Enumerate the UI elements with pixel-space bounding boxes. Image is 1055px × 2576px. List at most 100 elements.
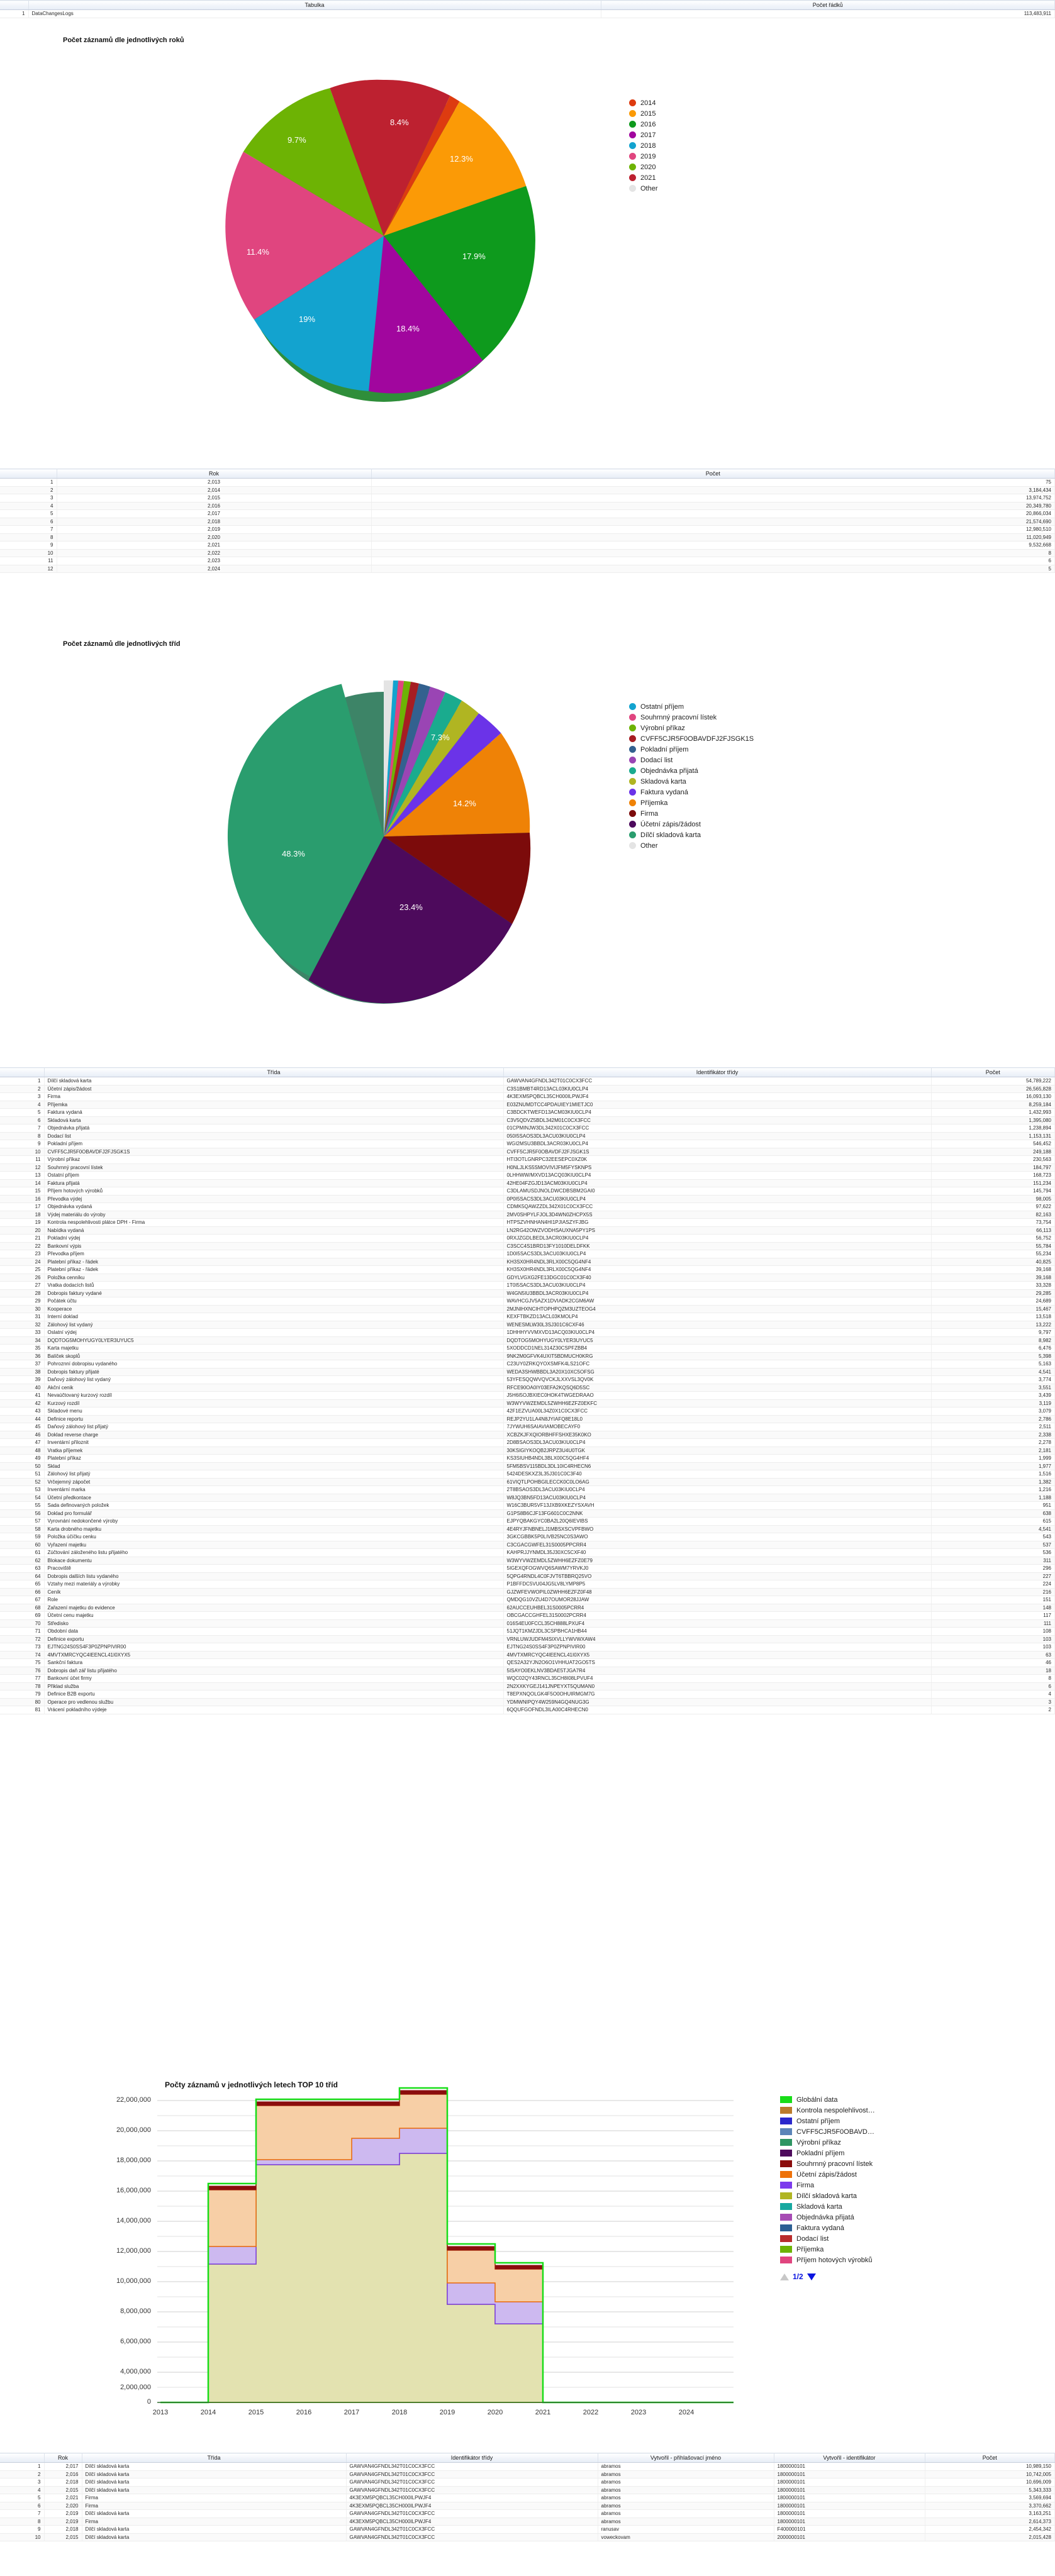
table-row[interactable]: 27 Vratka dodacích listů 1T0I5SACS3DL3ACU0… [0,1281,1055,1290]
legend-item[interactable]: 2015 [629,108,658,119]
legend-item[interactable]: CVFF5CJR5F0OBAVDFJ2FJSGK1S [629,733,754,744]
col-blank[interactable] [0,1067,45,1077]
table-row[interactable]: 9 2,018 Dílčí skladová karta GAWVAN4GFNDL34… [0,2525,1055,2534]
table-row[interactable]: 65 Vztahy mezi materiály a výrobky P1BFFDC… [0,1580,1055,1589]
table-row[interactable]: 3 2,015 13,974,752 [0,494,1055,502]
table-row[interactable]: 37 Pohroznní dobropisu vydaného C23UY0ZRKQ… [0,1360,1055,1368]
table-row[interactable]: 1 Dílčí skladová karta GAWVAN4GFNDL342T01C… [0,1077,1055,1085]
legend-item[interactable]: Pokladní příjem [629,744,754,755]
legend-item[interactable]: Účetní zápis/žádost [780,2169,875,2180]
legend-item[interactable]: Faktura vydaná [780,2223,875,2233]
table-row[interactable]: 47 Inventární přiloznit 2D8BSAOS3DL3ACU03K… [0,1438,1055,1447]
table-row[interactable]: 36 Balíček skoplů 9NK2M0GFVK4UXIT5BDMUCH0K… [0,1352,1055,1360]
table-row[interactable]: 39 Daňový zálohový list vydaný 53YFESQQWVQ… [0,1375,1055,1384]
table-row[interactable]: 81 Vrácení pokladního výdeje 6QQUFGOFNDL3I… [0,1706,1055,1714]
table-row[interactable]: 4 2,015 Dílčí skladová karta GAWVAN4GFNDL34… [0,2486,1055,2494]
col-blank[interactable] [0,469,57,479]
table-row[interactable]: 10 2,015 Dílčí skladová karta GAWVAN4GFNDL3… [0,2533,1055,2541]
col-vytvoril-identifikator[interactable]: Vytvořil - identifikátor [774,2453,925,2463]
pager-down-icon[interactable] [807,2273,816,2280]
legend-item[interactable]: Globální data [780,2094,875,2105]
legend-item[interactable]: Skladová karta [780,2201,875,2212]
table-row[interactable]: 12 2,024 5 [0,565,1055,573]
legend-item[interactable]: 2016 [629,119,658,130]
table-row[interactable]: 31 Interní doklad KEXFTBKZD13ACL03KMOLP4 13… [0,1313,1055,1321]
table-row[interactable]: 53 Inventární marka 2T8BSAOS3DL3ACU03KIU0C… [0,1485,1055,1494]
table-row[interactable]: 74 4MVTXMRCYQC4IEENCL41I0XYX5 4MVTXMRCYQC4… [0,1651,1055,1659]
legend-item[interactable]: Účetní zápis/žádost [629,819,754,830]
legend-item[interactable]: Výrobní příkaz [629,723,754,733]
table-row[interactable]: 2 2,016 Dílčí skladová karta GAWVAN4GFNDL34… [0,2470,1055,2479]
table-row[interactable]: 6 Skladová karta C3V5QDVZ5BDL342M01C0CX3FC… [0,1116,1055,1124]
table-row[interactable]: 13 Ostatní příjem 0LHHWW/MXVD13ACQ03KIU0CL… [0,1171,1055,1180]
table-row[interactable]: 50 Sklad 5FM5BSV115BDL3DL10IC4RHECN6 1,977 [0,1462,1055,1470]
table-row[interactable]: 40 Akční cenik RFCE90OA0IY03EFA2KQSQ6D5SC 3… [0,1384,1055,1392]
legend-item[interactable]: 2018 [629,140,658,151]
table-row[interactable]: 25 Platební příkaz - řádek KH3SX0HR4NDL3RL… [0,1265,1055,1274]
table-row[interactable]: 42 Kurzový rozdíl W3WYVWZEMDL5ZWHH6EZFZ0EK… [0,1399,1055,1407]
table-row[interactable]: 58 Karta drobného majetku 4E4RYJFNBNELJ1MB… [0,1525,1055,1533]
legend-item[interactable]: Dodací list [780,2233,875,2244]
legend-item[interactable]: Ostatní příjem [780,2116,875,2126]
col-tabulka[interactable]: Tabulka [28,0,601,10]
table-row[interactable]: 44 Definice reportu REJP2YU1LA4N8JYIAFQ8E1… [0,1415,1055,1423]
table-row[interactable]: 9 2,021 9,532,668 [0,541,1055,550]
table-row[interactable]: 4 2,016 20,349,780 [0,502,1055,510]
legend-item[interactable]: 2014 [629,97,658,108]
legend-item[interactable]: Objednávka přijatá [629,765,754,776]
table-row[interactable]: 4 Příjemka E03ZNUMDTCC4PDAUIEY1MIETJC0 8,25… [0,1101,1055,1109]
table-row[interactable]: 52 Vrčejemný zápočet 61VIQTLPOHBGILECCK0C0… [0,1478,1055,1486]
table-row[interactable]: 59 Položka účíčku cenku 3GKCGBBK5P0LIVB25N… [0,1533,1055,1541]
table-row[interactable]: 57 Vyrovnání nedokončené výroby EJPYQBAKGY… [0,1517,1055,1526]
legend-item[interactable]: 2019 [629,151,658,162]
table-row[interactable]: 78 Přiklad služba 2N2XXKYGEJ141JNPEYXT5QUM… [0,1682,1055,1690]
table-row[interactable]: 33 Oslatní výdej 1DHHHYVVMXVD13ACQ03KIU0CL… [0,1328,1055,1337]
table-row[interactable]: 64 Dobropis dalších listu vydaného 5QPG4RN… [0,1572,1055,1580]
table-row[interactable]: 29 Počátek účtu WAVHCGJV5AZX1DVIADK2CGM6AW… [0,1297,1055,1306]
table-row[interactable]: 17 Objednávka vydaná CDMK5QAWZZDL342X01C0C… [0,1202,1055,1211]
table-row[interactable]: 54 Účetní předkontace W8JQ3BN5FD13ACU03KIU… [0,1494,1055,1502]
legend-item[interactable]: 2017 [629,130,658,140]
legend-item[interactable]: Ostatní příjem [629,701,754,712]
table-row[interactable]: 41 Nevaúčtovaný kurzový rozdíl J5H6I5OJBXI… [0,1391,1055,1400]
table-row[interactable]: 8 Dodací list 050I5SAOS3DL3ACU03KIU0CLP4 1,… [0,1132,1055,1140]
table-row[interactable]: 9 Pokladní příjem WGI2MSU3BBDL3ACR03KU0CLP… [0,1140,1055,1148]
legend-item[interactable]: Souhrnný pracovní lístek [780,2158,875,2169]
table-row[interactable]: 1 2,013 75 [0,478,1055,487]
col-blank[interactable] [0,2453,45,2463]
table-row[interactable]: 5 2,017 20,866,034 [0,509,1055,518]
table-row[interactable]: 6 2,020 Firma 4K3EXM5PQBCL35CH000ILPWJF4 abr… [0,2502,1055,2510]
legend-item[interactable]: Příjemka [629,797,754,808]
legend-item[interactable]: Firma [629,808,754,819]
table-row[interactable]: 55 Sada definovaných položek W16C3BUR5VF13… [0,1501,1055,1510]
table-row[interactable]: 3 Firma 4K3EXM5PQBCL35CH000ILPWJF4 16,093,1… [0,1092,1055,1101]
table-row[interactable]: 2 2,014 3,184,434 [0,486,1055,494]
legend-item[interactable]: 2021 [629,172,658,183]
table-row[interactable]: 8 2,020 11,020,949 [0,533,1055,541]
table-row[interactable]: 35 Karta majetku 5XODDCD1NEL314Z30CSPFZBB4… [0,1344,1055,1353]
table-row[interactable]: 67 Role QMDQG10VZU4D7OUMOR28JJAW 151 [0,1596,1055,1604]
legend-item[interactable]: Faktura vydaná [629,787,754,797]
legend-item[interactable]: Dílčí skladová karta [780,2190,875,2201]
table-row[interactable]: 63 Pracoviště 5IGEXQFOGWVQ6SAWM7YRVKJ0 296 [0,1564,1055,1573]
table-row[interactable]: 3 2,018 Dílčí skladová karta GAWVAN4GFNDL34… [0,2478,1055,2487]
col-identifikator-tridy[interactable]: Identifikátor třídy [346,2453,598,2463]
legend-item[interactable]: CVFF5CJR5F0OBAVD… [780,2126,875,2137]
table-row[interactable]: 10 CVFF5CJR5F0OBAVDFJ2FJSGK1S CVFF5CJR5F0O… [0,1148,1055,1156]
table-row[interactable]: 45 Daňový zálohový list přijatý 7JYWUH6SAI… [0,1423,1055,1431]
table-row[interactable]: 1 DataChangesLogs 113,483,911 [0,9,1055,18]
table-row[interactable]: 7 2,019 12,980,510 [0,525,1055,534]
col-pocet-radku[interactable]: Počet řádků [601,0,1055,10]
table-row[interactable]: 2 Účetní zápis/žádost C3S1BMBT4RD13ACL03KI… [0,1085,1055,1093]
table-row[interactable]: 61 Zúčtování záloženého listu přijatého KA… [0,1548,1055,1557]
legend-item[interactable]: Other [629,840,754,851]
table-row[interactable]: 60 Vyřazení majetku C3CGACGWFEL31S0005PPCR… [0,1541,1055,1549]
col-blank[interactable] [0,0,29,10]
table-row[interactable]: 7 2,019 Dílčí skladová karta GAWVAN4GFNDL34… [0,2509,1055,2518]
table-row[interactable]: 32 Zálohový list vydaný WENESMLW30L3SJ301C… [0,1321,1055,1329]
legend-item[interactable]: Other [629,183,658,194]
table-row[interactable]: 66 Ceník GJZWFEVWOPIL0ZWHH6EZFZ0F48 216 [0,1588,1055,1596]
table-row[interactable]: 1 2,017 Dílčí skladová karta GAWVAN4GFNDL34… [0,2462,1055,2471]
legend-item[interactable]: Kontrola nespolehlivost… [780,2105,875,2116]
table-row[interactable]: 21 Pokladní výdej 0RXJZGDLBEDL3ACR03KIU0CL… [0,1234,1055,1243]
